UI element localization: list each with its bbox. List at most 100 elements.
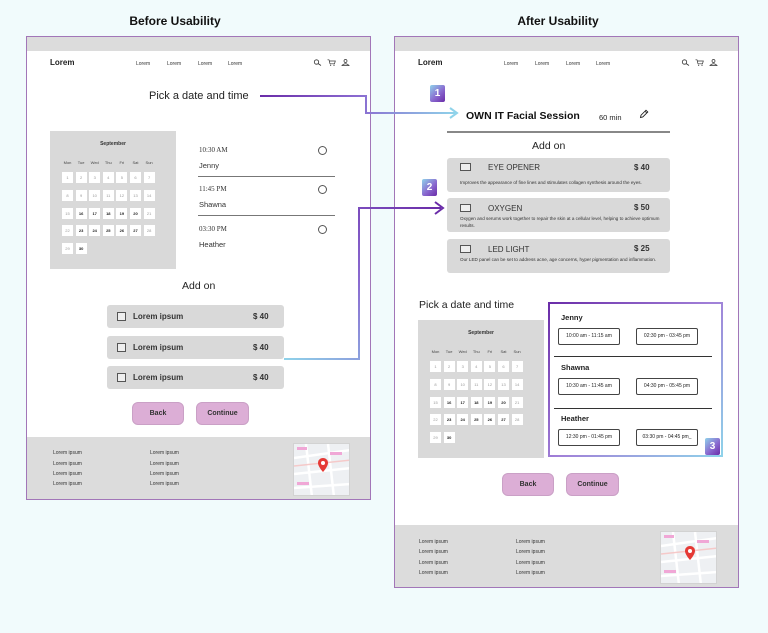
calendar-day[interactable]: 1 — [62, 172, 73, 183]
addon-item[interactable]: LED LIGHT $ 25 Our LED panel can be set … — [447, 239, 670, 273]
calendar-day[interactable]: 15 — [430, 396, 441, 408]
footer-link[interactable]: Lorem ipsum — [150, 461, 179, 467]
addon-checkbox[interactable] — [460, 163, 471, 171]
calendar-day[interactable]: 5 — [484, 361, 496, 372]
calendar-day[interactable]: 6 — [498, 361, 509, 372]
calendar-day[interactable]: 24 — [457, 414, 469, 426]
calendar-day[interactable]: 20 — [498, 396, 509, 408]
logo[interactable]: Lorem — [418, 58, 443, 67]
calendar-day[interactable]: 14 — [143, 189, 155, 201]
footer-link[interactable]: Lorem ipsum — [53, 471, 82, 477]
time-slot-button[interactable]: 04:30 pm - 05:45 pm — [636, 378, 698, 395]
calendar-day[interactable]: 30 — [75, 243, 87, 255]
calendar-day[interactable]: 18 — [102, 207, 114, 219]
calendar-day[interactable]: 9 — [75, 189, 87, 201]
calendar-day[interactable]: 22 — [62, 225, 73, 237]
calendar-day[interactable]: 21 — [143, 207, 155, 219]
nav-link-2[interactable]: Lorem — [167, 61, 182, 67]
calendar-day[interactable]: 20 — [130, 207, 141, 219]
calendar-day[interactable]: 19 — [484, 396, 496, 408]
nav-link-1[interactable]: Lorem — [136, 61, 151, 67]
calendar-day[interactable]: 15 — [62, 207, 73, 219]
footer-link[interactable]: Lorem ipsum — [419, 539, 448, 545]
back-button[interactable]: Back — [502, 473, 554, 496]
footer-link[interactable]: Lorem ipsum — [53, 450, 82, 456]
calendar-day[interactable]: 10 — [457, 378, 469, 390]
calendar-day[interactable]: 16 — [443, 396, 455, 408]
addon-item[interactable]: Lorem ipsum $ 40 — [107, 336, 284, 359]
cart-icon[interactable] — [327, 59, 336, 66]
calendar-day[interactable]: 3 — [89, 172, 101, 183]
calendar-day[interactable]: 16 — [75, 207, 87, 219]
time-slot-radio[interactable] — [318, 225, 327, 234]
calendar-day[interactable]: 9 — [443, 378, 455, 390]
calendar-day[interactable]: 27 — [498, 414, 509, 426]
footer-link[interactable]: Lorem ipsum — [53, 481, 82, 487]
addon-item[interactable]: Lorem ipsum $ 40 — [107, 366, 284, 389]
calendar-day[interactable]: 5 — [116, 172, 128, 183]
calendar-day[interactable]: 12 — [484, 378, 496, 390]
calendar-day[interactable]: 17 — [457, 396, 469, 408]
search-icon[interactable] — [681, 59, 690, 66]
footer-link[interactable]: Lorem ipsum — [419, 570, 448, 576]
calendar-day[interactable]: 7 — [511, 361, 523, 372]
time-slot-button[interactable]: 10:30 am - 11:45 am — [558, 378, 620, 395]
map-thumbnail[interactable] — [293, 443, 350, 496]
addon-checkbox[interactable] — [117, 312, 126, 321]
footer-link[interactable]: Lorem ipsum — [516, 560, 545, 566]
time-slot-button[interactable]: 02:30 pm - 03:45 pm — [636, 328, 698, 345]
time-slot-button[interactable]: 03:30 pm - 04:45 pm_ — [636, 429, 698, 446]
calendar-day[interactable]: 28 — [511, 414, 523, 426]
calendar-day[interactable]: 25 — [102, 225, 114, 237]
calendar-day[interactable]: 11 — [470, 378, 482, 390]
calendar-day[interactable]: 4 — [470, 361, 482, 372]
calendar-day[interactable]: 29 — [62, 243, 73, 255]
nav-link-4[interactable]: Lorem — [228, 61, 243, 67]
search-icon[interactable] — [313, 59, 322, 66]
calendar-day[interactable]: 17 — [89, 207, 101, 219]
calendar-day[interactable]: 18 — [470, 396, 482, 408]
footer-link[interactable]: Lorem ipsum — [150, 450, 179, 456]
account-icon[interactable] — [709, 59, 718, 66]
footer-link[interactable]: Lorem ipsum — [419, 560, 448, 566]
back-button[interactable]: Back — [132, 402, 184, 425]
calendar-day[interactable]: 1 — [430, 361, 441, 372]
time-slot-button[interactable]: 12:30 pm - 01:45 pm — [558, 429, 620, 446]
addon-checkbox[interactable] — [460, 204, 471, 212]
map-thumbnail[interactable] — [660, 531, 717, 584]
nav-link-2[interactable]: Lorem — [535, 61, 550, 67]
nav-link-4[interactable]: Lorem — [596, 61, 611, 67]
calendar-day[interactable]: 10 — [89, 189, 101, 201]
addon-checkbox[interactable] — [460, 245, 471, 253]
addon-checkbox[interactable] — [117, 343, 126, 352]
calendar-day[interactable]: 26 — [116, 225, 128, 237]
calendar-day[interactable]: 30 — [443, 432, 455, 444]
calendar-day[interactable]: 2 — [75, 172, 87, 183]
calendar-day[interactable]: 12 — [116, 189, 128, 201]
continue-button[interactable]: Continue — [566, 473, 619, 496]
calendar-day[interactable]: 13 — [130, 189, 141, 201]
calendar-day[interactable]: 27 — [130, 225, 141, 237]
cart-icon[interactable] — [695, 59, 704, 66]
calendar-day[interactable]: 2 — [443, 361, 455, 372]
nav-link-3[interactable]: Lorem — [566, 61, 581, 67]
calendar-day[interactable]: 14 — [511, 378, 523, 390]
footer-link[interactable]: Lorem ipsum — [516, 570, 545, 576]
calendar-day[interactable]: 29 — [430, 432, 441, 444]
calendar-day[interactable]: 24 — [89, 225, 101, 237]
footer-link[interactable]: Lorem ipsum — [150, 481, 179, 487]
calendar-day[interactable]: 4 — [102, 172, 114, 183]
calendar-day[interactable]: 6 — [130, 172, 141, 183]
time-slot-radio[interactable] — [318, 146, 327, 155]
calendar-day[interactable]: 26 — [484, 414, 496, 426]
calendar-day[interactable]: 19 — [116, 207, 128, 219]
footer-link[interactable]: Lorem ipsum — [53, 461, 82, 467]
calendar-day[interactable]: 7 — [143, 172, 155, 183]
edit-pencil-icon[interactable] — [639, 109, 649, 119]
footer-link[interactable]: Lorem ipsum — [419, 549, 448, 555]
addon-item[interactable]: EYE OPENER $ 40 Improves the appearance … — [447, 158, 670, 192]
addon-checkbox[interactable] — [117, 373, 126, 382]
time-slot-button[interactable]: 10:00 am - 11:15 am — [558, 328, 620, 345]
time-slot-radio[interactable] — [318, 185, 327, 194]
logo[interactable]: Lorem — [50, 58, 75, 67]
